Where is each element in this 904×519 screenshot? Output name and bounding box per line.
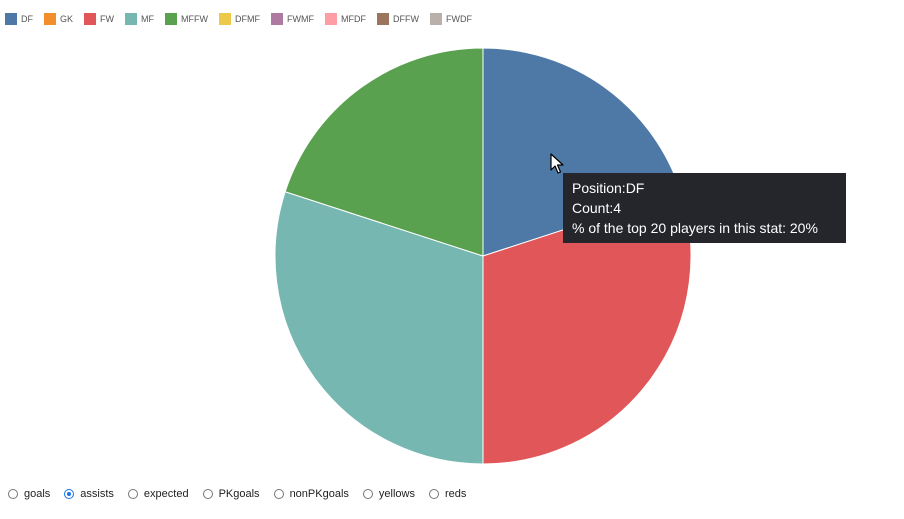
radio-button[interactable] <box>127 489 138 499</box>
legend-item-fwdf: FWDF <box>430 13 472 25</box>
pie-slices <box>274 47 692 465</box>
radio-option-pkgoals[interactable]: PKgoals <box>202 488 260 500</box>
legend-item-mf: MF <box>125 13 154 25</box>
stat-selector: goals assists expected PKgoals nonPKgoals yel… <box>8 488 480 500</box>
tooltip-percent: % of the top 20 players in this stat: 20… <box>572 220 818 236</box>
legend-label: FWDF <box>446 14 473 24</box>
radio-button[interactable] <box>202 489 213 499</box>
legend-swatch <box>430 13 443 25</box>
legend-swatch <box>165 13 178 25</box>
radio-label: nonPKgoals <box>289 488 349 500</box>
legend-swatch <box>5 13 17 25</box>
radio-option-goals[interactable]: goals <box>8 488 50 500</box>
legend-swatch <box>125 13 138 25</box>
mouse-cursor-icon <box>550 153 564 174</box>
legend-swatch <box>219 13 232 25</box>
legend-item-df: DF <box>5 13 33 25</box>
legend-label: DF <box>21 14 33 24</box>
legend-swatch <box>84 13 97 25</box>
radio-option-assists[interactable]: assists <box>64 488 114 500</box>
tooltip-position: Position:DF <box>572 180 645 196</box>
radio-button[interactable] <box>8 489 18 499</box>
legend-label: GK <box>60 14 74 24</box>
legend-swatch <box>377 13 390 25</box>
legend-item-fwmf: FWMF <box>271 13 314 25</box>
legend-swatch <box>271 13 284 25</box>
legend-label: DFFW <box>393 14 420 24</box>
chart-legend: DF GK FW MF MFFW DFMF FWMF MFDF DFFW FWDF <box>5 12 483 26</box>
radio-button[interactable] <box>362 489 373 499</box>
slice-tooltip: Position:DF Count:4 % of the top 20 play… <box>563 173 846 243</box>
legend-item-gk: GK <box>44 13 73 25</box>
radio-option-yellows[interactable]: yellows <box>362 488 415 500</box>
radio-label: yellows <box>378 488 415 500</box>
legend-swatch <box>325 13 338 25</box>
radio-label: assists <box>80 488 114 500</box>
radio-button[interactable] <box>64 489 75 499</box>
legend-label: DFMF <box>235 14 261 24</box>
tooltip-count: Count:4 <box>572 200 622 216</box>
radio-label: PKgoals <box>218 488 260 500</box>
legend-swatch <box>44 13 56 25</box>
pie-slice-mffw[interactable] <box>284 47 484 257</box>
legend-label: MFDF <box>341 14 367 24</box>
legend-item-fw: FW <box>84 13 114 25</box>
legend-item-dffw: DFFW <box>377 13 419 25</box>
radio-label: expected <box>143 488 189 500</box>
radio-label: reds <box>444 488 467 500</box>
radio-label: goals <box>24 488 51 500</box>
legend-label: FW <box>100 14 115 24</box>
radio-option-reds[interactable]: reds <box>428 488 467 500</box>
legend-item-dfmf: DFMF <box>219 13 260 25</box>
legend-label: MFFW <box>181 14 209 24</box>
radio-option-expected[interactable]: expected <box>127 488 189 500</box>
legend-label: MF <box>141 14 155 24</box>
legend-item-mfdf: MFDF <box>325 13 366 25</box>
radio-button[interactable] <box>273 489 284 499</box>
legend-label: FWMF <box>287 14 315 24</box>
radio-button[interactable] <box>428 489 439 499</box>
legend-item-mffw: MFFW <box>165 13 208 25</box>
radio-option-nonpkgoals[interactable]: nonPKgoals <box>273 488 349 500</box>
pie-slice-mf[interactable] <box>274 191 484 465</box>
